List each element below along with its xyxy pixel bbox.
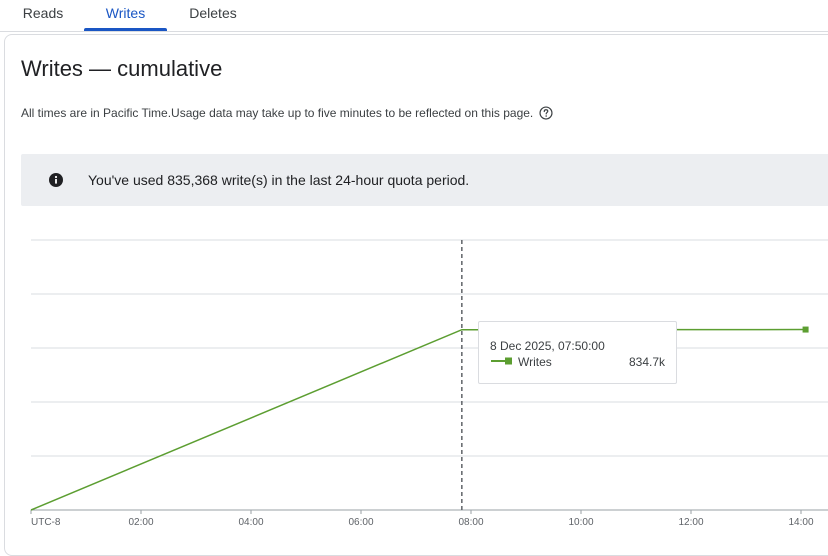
x-tick-label: 02:00 (128, 517, 153, 528)
tab-deletes[interactable]: Deletes (189, 5, 237, 21)
x-tick-label: UTC-8 (31, 517, 61, 528)
tooltip-series-name: Writes (518, 355, 552, 369)
tab-reads[interactable]: Reads (22, 5, 64, 21)
writes-series-line (30, 328, 806, 511)
tooltip-series-value: 834.7k (628, 355, 665, 369)
quota-message: You've used 835,368 write(s) in the last… (88, 172, 470, 188)
quota-banner: You've used 835,368 write(s) in the last… (21, 154, 828, 206)
chart-tooltip: 8 Dec 2025, 07:50:00 Writes 834.7k (478, 321, 677, 384)
series-legend-marker (491, 357, 512, 365)
x-tick-label: 14:00 (788, 517, 813, 528)
writes-chart[interactable]: UTC-8 02:00 04:00 06:00 08:00 10:00 12:00 14:00 (0, 230, 828, 545)
tab-bar: Reads Writes Deletes (0, 0, 828, 32)
timezone-note: All times are in Pacific Time.Usage data… (21, 106, 553, 120)
x-tick-label: 12:00 (678, 517, 703, 528)
timezone-note-text: All times are in Pacific Time.Usage data… (21, 106, 534, 120)
tab-writes[interactable]: Writes (105, 5, 146, 21)
x-tick-label: 08:00 (458, 517, 483, 528)
help-circle-icon[interactable] (539, 106, 553, 120)
page-title: Writes — cumulative (21, 56, 223, 81)
x-tick-label: 06:00 (348, 517, 373, 528)
tooltip-date: 8 Dec 2025, 07:50:00 (490, 339, 605, 353)
usage-card (4, 34, 828, 556)
active-tab-indicator (84, 28, 167, 31)
info-icon (49, 173, 63, 187)
writes-series-endpoint (802, 326, 809, 333)
x-tick-label: 04:00 (238, 517, 263, 528)
x-tick-label: 10:00 (568, 517, 593, 528)
